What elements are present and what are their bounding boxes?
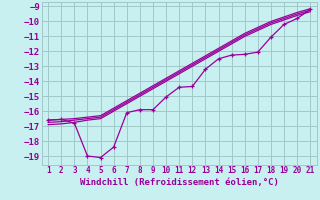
X-axis label: Windchill (Refroidissement éolien,°C): Windchill (Refroidissement éolien,°C)	[80, 178, 279, 187]
